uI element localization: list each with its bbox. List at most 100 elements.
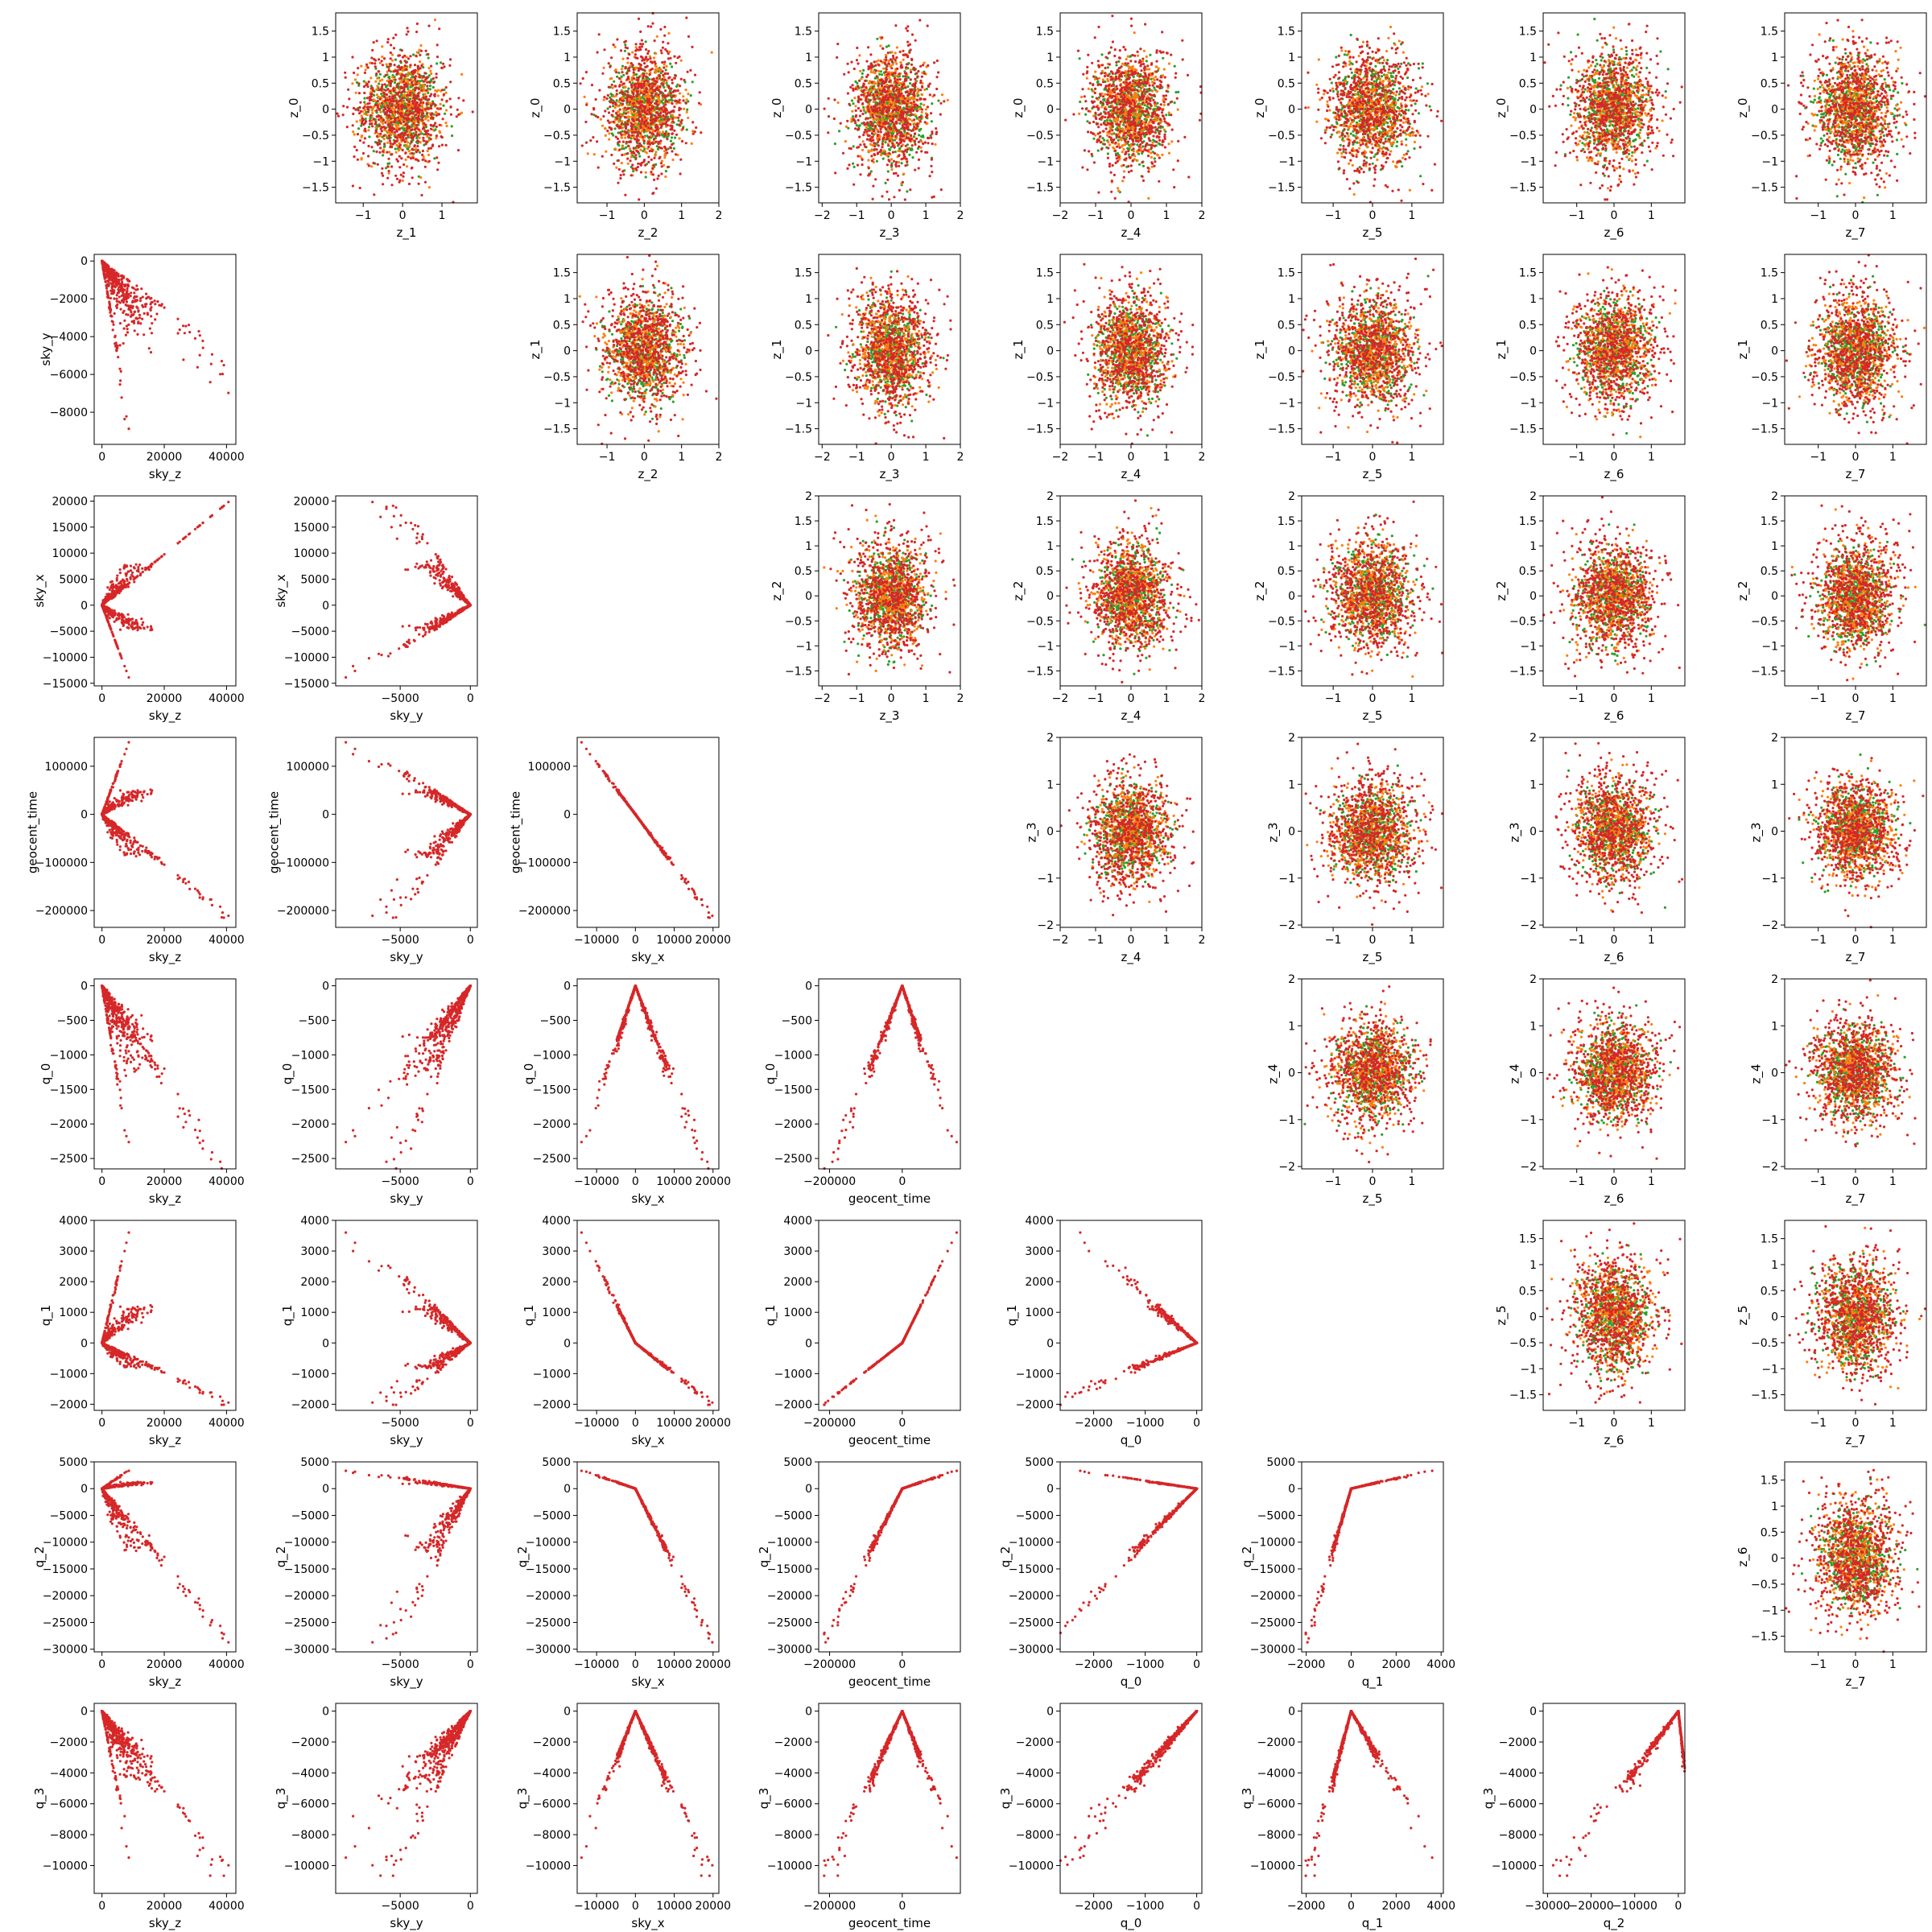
data-point: [412, 53, 415, 56]
data-point: [352, 124, 354, 126]
data-point: [361, 158, 363, 160]
data-point: [423, 93, 426, 95]
data-point: [411, 141, 413, 143]
data-point: [378, 82, 380, 85]
data-point: [406, 165, 408, 167]
data-point: [411, 167, 413, 169]
data-point: [368, 135, 370, 138]
data-point: [412, 157, 415, 159]
data-point: [372, 162, 374, 164]
data-point: [411, 81, 413, 84]
data-point: [376, 135, 378, 138]
data-point: [376, 39, 378, 42]
data-point: [356, 120, 358, 122]
data-point: [436, 62, 438, 64]
scatter-points: [336, 19, 474, 204]
data-point: [365, 118, 367, 120]
data-point: [391, 103, 394, 105]
data-point: [402, 149, 404, 151]
data-point: [342, 114, 345, 116]
data-point: [400, 76, 402, 79]
data-point: [405, 137, 407, 139]
data-point: [407, 104, 410, 106]
data-point: [394, 81, 396, 84]
data-point: [369, 120, 371, 122]
data-point: [381, 102, 383, 105]
data-point: [434, 93, 436, 95]
data-point: [406, 94, 408, 97]
data-point: [398, 155, 401, 158]
data-point: [378, 125, 381, 127]
data-point: [427, 130, 429, 132]
data-point: [388, 134, 390, 137]
data-point: [378, 151, 381, 154]
data-point: [449, 80, 452, 83]
data-point: [427, 154, 430, 156]
data-point: [394, 104, 396, 106]
data-point: [346, 126, 349, 128]
data-point: [391, 53, 394, 56]
data-point: [418, 129, 420, 131]
data-point: [413, 126, 415, 128]
data-point: [424, 159, 427, 162]
data-point: [436, 43, 439, 46]
data-point: [406, 109, 408, 112]
data-point: [419, 151, 421, 154]
data-point: [419, 54, 421, 56]
data-point: [407, 72, 410, 74]
data-point: [403, 93, 406, 96]
data-point: [414, 77, 416, 80]
data-point: [396, 66, 398, 68]
data-point: [423, 139, 425, 142]
data-point: [418, 73, 420, 76]
data-point: [390, 100, 393, 102]
data-point: [381, 45, 383, 47]
data-point: [379, 73, 382, 76]
data-point: [402, 125, 405, 127]
data-point: [409, 92, 411, 94]
data-point: [380, 121, 382, 123]
data-point: [351, 56, 353, 58]
data-point: [386, 142, 389, 144]
data-point: [352, 184, 354, 187]
data-point: [449, 58, 452, 60]
data-point: [378, 70, 380, 72]
data-point: [434, 19, 436, 21]
data-point: [367, 155, 369, 157]
data-point: [387, 66, 390, 68]
data-point: [421, 105, 423, 107]
data-point: [351, 82, 353, 85]
data-point: [421, 112, 423, 114]
data-point: [456, 115, 458, 118]
data-point: [363, 97, 365, 100]
data-point: [424, 108, 427, 110]
data-point: [426, 76, 428, 79]
data-point: [420, 194, 423, 196]
data-point: [407, 141, 409, 143]
data-point: [429, 88, 431, 90]
data-point: [375, 72, 378, 75]
data-point: [356, 149, 358, 151]
data-point: [434, 128, 436, 130]
data-point: [383, 142, 386, 145]
data-point: [388, 137, 390, 139]
data-point: [382, 154, 384, 156]
data-point: [420, 89, 423, 92]
data-point: [371, 112, 374, 114]
data-point: [383, 106, 386, 109]
data-point: [415, 147, 417, 150]
data-point: [381, 167, 383, 170]
data-point: [451, 125, 453, 127]
data-point: [375, 130, 378, 132]
data-point: [374, 100, 376, 102]
data-point: [397, 55, 399, 57]
data-point: [394, 114, 396, 116]
data-point: [358, 106, 361, 109]
data-point: [394, 110, 397, 113]
data-point: [382, 183, 384, 185]
data-point: [441, 98, 444, 101]
data-point: [433, 157, 436, 159]
data-point: [418, 82, 420, 85]
data-point: [383, 96, 386, 98]
data-point: [394, 147, 397, 150]
